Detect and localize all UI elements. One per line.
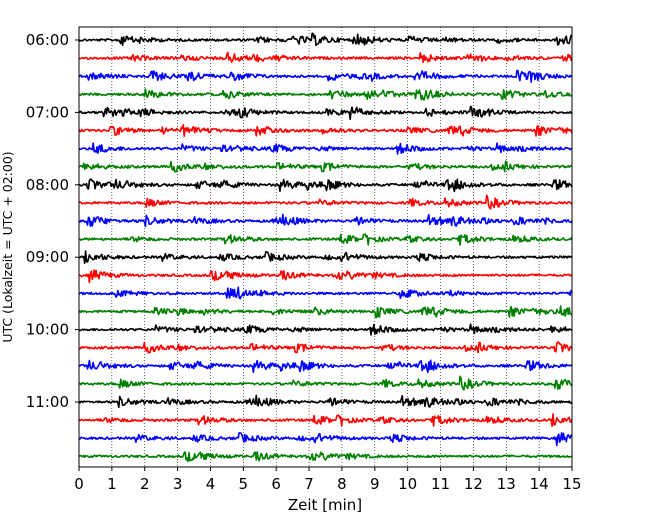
y-tick-label: 09:00	[26, 248, 69, 266]
plot-frame	[78, 26, 573, 468]
trace-0	[78, 32, 572, 47]
y-axis-ticks: 06:00 07:00 08:00 09:00 10:00 11:00	[26, 31, 79, 411]
trace-3	[78, 88, 573, 101]
trace-5	[78, 124, 573, 137]
trace-14	[78, 286, 573, 300]
y-axis-label: UTC (Lokalzeit = UTC + 02:00)	[0, 151, 15, 342]
x-tick-label: 4	[206, 475, 216, 493]
trace-6	[78, 142, 572, 155]
x-tick-label: 10	[398, 475, 417, 493]
y-tick-label: 08:00	[26, 176, 69, 194]
trace-7	[79, 160, 573, 173]
x-tick-label: 12	[464, 475, 483, 493]
x-axis-label: Zeit [min]	[288, 496, 362, 514]
x-tick-label: 1	[107, 475, 117, 493]
trace-16	[78, 323, 573, 336]
trace-22	[78, 432, 573, 447]
trace-23	[78, 451, 573, 463]
x-tick-label: 7	[304, 475, 314, 493]
x-tick-label: 2	[140, 475, 150, 493]
x-tick-label: 9	[370, 475, 380, 493]
trace-21	[78, 413, 573, 427]
trace-19	[78, 375, 573, 391]
x-tick-label: 14	[530, 475, 549, 493]
x-tick-label: 13	[497, 475, 516, 493]
y-tick-label: 07:00	[26, 103, 69, 121]
x-tick-label: 8	[337, 475, 347, 493]
trace-10	[78, 213, 573, 228]
trace-15	[78, 305, 573, 319]
y-tick-label: 10:00	[26, 321, 69, 339]
trace-9	[78, 194, 573, 210]
y-tick-label: 06:00	[26, 31, 69, 49]
trace-8	[78, 178, 573, 193]
x-tick-label: 5	[239, 475, 249, 493]
x-tick-label: 6	[271, 475, 281, 493]
trace-11	[78, 233, 573, 246]
trace-2	[78, 69, 573, 83]
x-tick-label: 3	[173, 475, 183, 493]
seismic-traces	[78, 32, 573, 463]
trace-12	[78, 250, 573, 265]
x-tick-label: 0	[74, 475, 84, 493]
x-axis-ticks: 0 1 2 3 4 5 6 7 8 9 10 11 12 13 14 15	[74, 467, 582, 493]
trace-20	[78, 394, 573, 409]
trace-13	[78, 269, 573, 284]
grid-lines	[111, 27, 540, 467]
trace-4	[78, 105, 573, 121]
trace-18	[78, 359, 573, 374]
trace-1	[78, 51, 573, 63]
y-tick-label: 11:00	[26, 393, 69, 411]
trace-17	[78, 341, 573, 354]
x-tick-label: 11	[431, 475, 450, 493]
x-tick-label: 15	[562, 475, 581, 493]
